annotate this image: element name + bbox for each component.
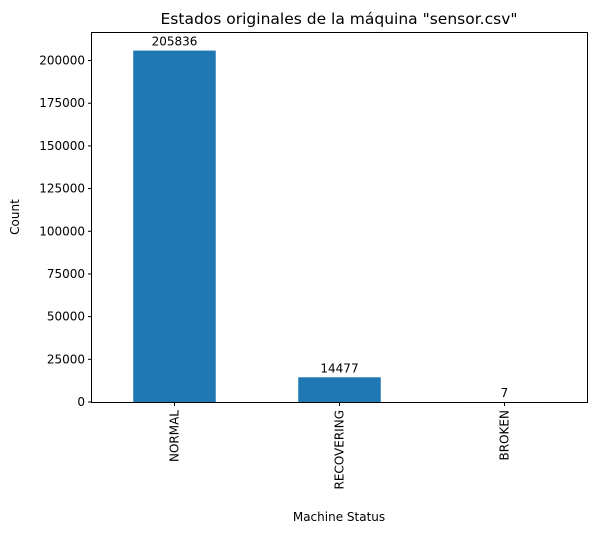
y-tick-label: 0 (77, 395, 85, 409)
x-tick-label-broken: BROKEN (498, 410, 512, 460)
bars-layer (133, 50, 546, 403)
plot-frame (91, 32, 588, 403)
x-tick-label-normal: NORMAL (168, 410, 182, 462)
x-tick-label-recovering: RECOVERING (333, 410, 347, 489)
y-axis-label: Count (8, 199, 22, 235)
data-label-broken: 7 (501, 386, 509, 400)
y-tick-label: 25000 (47, 352, 85, 366)
y-tick-label: 175000 (39, 96, 85, 110)
x-axis-label: Machine Status (293, 510, 385, 524)
y-tick-label: 200000 (39, 54, 85, 68)
y-tick-label: 125000 (39, 182, 85, 196)
data-label-recovering: 14477 (320, 361, 358, 375)
x-axis: NORMAL RECOVERING BROKEN (168, 402, 512, 489)
y-tick-label: 150000 (39, 139, 85, 153)
y-tick-label: 100000 (39, 224, 85, 238)
bar-recovering (298, 377, 381, 402)
y-tick-label: 50000 (47, 310, 85, 324)
y-axis: 0 25000 50000 75000 100000 125000 150000 175000… (39, 54, 92, 409)
data-label-normal: 205836 (152, 35, 198, 49)
bar-normal (133, 50, 216, 403)
y-tick-label: 75000 (47, 267, 85, 281)
data-labels-layer: 205836 14477 7 (152, 35, 509, 400)
chart-title: Estados originales de la máquina "sensor… (161, 10, 518, 28)
